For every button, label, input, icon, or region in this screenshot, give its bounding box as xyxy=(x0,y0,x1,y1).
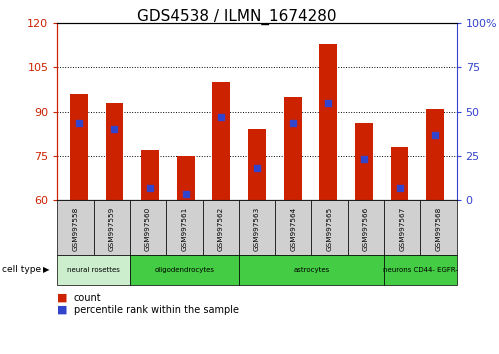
Text: GSM997565: GSM997565 xyxy=(326,207,332,251)
Text: ■: ■ xyxy=(57,293,68,303)
Bar xyxy=(426,109,444,200)
Bar xyxy=(284,97,301,200)
Text: ■: ■ xyxy=(57,305,68,315)
Text: percentile rank within the sample: percentile rank within the sample xyxy=(74,305,239,315)
Bar xyxy=(105,103,123,200)
Text: GSM997566: GSM997566 xyxy=(363,207,369,251)
Text: GSM997563: GSM997563 xyxy=(254,207,260,251)
Text: ▶: ▶ xyxy=(42,266,49,274)
Text: oligodendrocytes: oligodendrocytes xyxy=(154,267,215,273)
Text: GSM997564: GSM997564 xyxy=(290,207,296,251)
Text: GSM997562: GSM997562 xyxy=(218,207,224,251)
Bar xyxy=(355,123,373,200)
Text: GSM997561: GSM997561 xyxy=(182,207,188,251)
Text: GSM997567: GSM997567 xyxy=(399,207,405,251)
Bar xyxy=(70,94,88,200)
Bar xyxy=(391,147,409,200)
Bar xyxy=(248,129,266,200)
Text: GSM997568: GSM997568 xyxy=(436,207,442,251)
Text: neural rosettes: neural rosettes xyxy=(67,267,120,273)
Text: neurons CD44- EGFR-: neurons CD44- EGFR- xyxy=(383,267,458,273)
Bar xyxy=(213,82,230,200)
Text: cell type: cell type xyxy=(2,266,41,274)
Text: astrocytes: astrocytes xyxy=(293,267,329,273)
Bar xyxy=(319,44,337,200)
Text: GSM997560: GSM997560 xyxy=(145,207,151,251)
Text: GDS4538 / ILMN_1674280: GDS4538 / ILMN_1674280 xyxy=(137,9,337,25)
Text: GSM997558: GSM997558 xyxy=(72,207,78,251)
Text: GSM997559: GSM997559 xyxy=(109,207,115,251)
Text: count: count xyxy=(74,293,101,303)
Bar xyxy=(177,156,195,200)
Bar xyxy=(141,150,159,200)
